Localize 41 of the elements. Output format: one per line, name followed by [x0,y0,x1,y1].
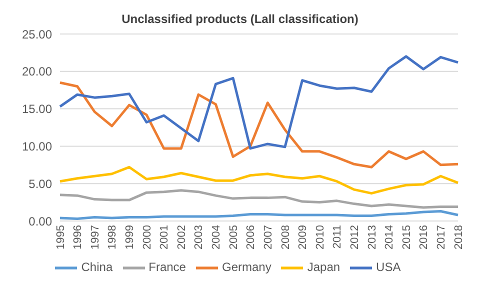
x-tick-label: 2018 [452,225,465,250]
x-tick-label: 2007 [262,225,274,250]
y-tick-label: 20.00 [22,64,52,79]
x-tick-label: 2013 [366,225,378,250]
y-tick-label: 5.00 [28,176,52,191]
x-tick-label: 1997 [89,225,102,250]
x-tick-label: 1999 [124,225,136,250]
x-tick-label: 1996 [72,225,84,250]
x-tick-label: 2014 [384,225,396,250]
x-tick-label: 2015 [400,225,413,250]
x-tick-label: 1998 [106,225,119,250]
line-series [58,189,460,209]
line-series [58,210,460,220]
x-tick-label: 2000 [141,225,154,250]
x-tick-label: 2002 [176,225,188,250]
x-tick-label: 2008 [280,225,292,250]
x-tick-label: 2003 [193,225,206,250]
legend-label: USA [376,260,401,274]
x-tick-label: 2011 [332,225,344,249]
x-tick-label: 2001 [158,225,171,250]
chart-title: Unclassified products (Lall classification) [122,12,358,26]
legend-label: Japan [307,260,340,274]
y-tick-label: 25.00 [22,27,52,42]
x-tick-label: 2016 [418,225,430,250]
y-tick-label: 10.00 [22,139,52,154]
x-tick-label: 2005 [228,225,240,250]
x-tick-label: 2009 [297,225,310,250]
legend-label: Germany [222,260,272,274]
legend-label: France [148,260,186,274]
x-tick-label: 1995 [54,225,67,250]
line-series [58,55,460,150]
line-series [58,81,460,168]
x-tick-label: 2012 [348,225,361,250]
y-tick-label: 0.00 [28,214,52,228]
y-tick-label: 15.00 [22,102,52,116]
x-tick-label: 2010 [314,225,326,250]
x-tick-label: 2004 [210,225,223,250]
x-tick-label: 2017 [436,225,448,250]
legend-label: China [81,260,113,274]
line-series [58,166,460,195]
x-tick-label: 2006 [245,225,258,250]
